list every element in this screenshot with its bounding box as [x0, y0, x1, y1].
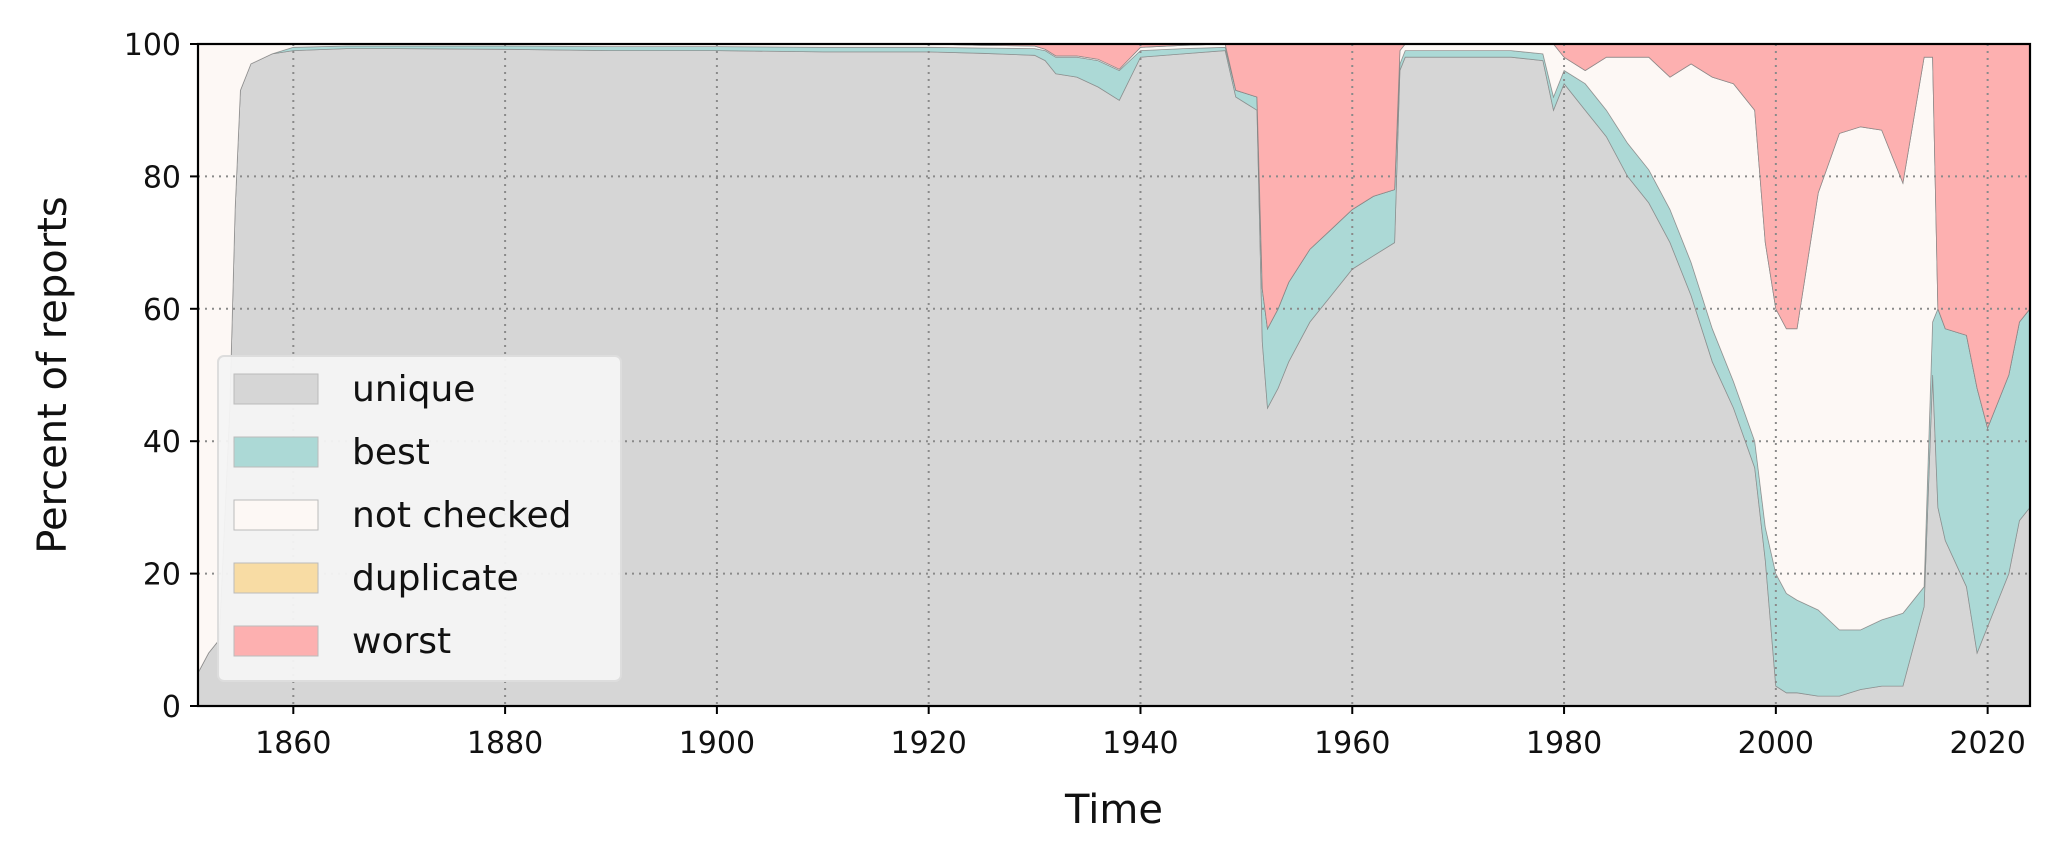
x-tick-label: 1980: [1526, 726, 1602, 761]
legend-swatch-duplicate: [233, 562, 319, 594]
legend-box: [217, 355, 622, 682]
legend-swatch-not-checked: [233, 499, 319, 531]
y-tick-label: 60: [143, 293, 181, 328]
plot-frame: [196, 42, 2032, 708]
x-tick-label: 1920: [891, 726, 967, 761]
x-tick-label: 1880: [467, 726, 543, 761]
y-axis-ticks: 0 20 40 60 80 100: [124, 28, 198, 725]
legend-swatch-best: [233, 436, 319, 468]
legend-swatch-unique: [233, 373, 319, 405]
x-axis-title: Time: [1064, 787, 1163, 833]
x-tick-label: 1900: [679, 726, 755, 761]
x-tick-label: 2000: [1738, 726, 1814, 761]
legend-label-duplicate: duplicate: [352, 558, 519, 599]
x-tick-label: 1860: [255, 726, 331, 761]
legend-label-unique: unique: [352, 369, 475, 410]
legend-label-best: best: [352, 432, 430, 473]
x-axis-ticks: 1860 1880 1900 1920 1940 1960 1980 2000 2020: [255, 706, 2026, 761]
legend-swatch-worst: [233, 625, 319, 657]
legend-label-worst: worst: [352, 621, 451, 662]
y-tick-label: 0: [162, 690, 181, 725]
x-tick-label: 1940: [1102, 726, 1178, 761]
legend: unique best not checked duplicate worst: [217, 355, 622, 682]
x-tick-label: 1960: [1314, 726, 1390, 761]
x-tick-label: 2020: [1949, 726, 2025, 761]
y-tick-label: 20: [143, 558, 181, 593]
y-tick-label: 100: [124, 28, 181, 63]
y-tick-label: 80: [143, 160, 181, 195]
legend-label-not-checked: not checked: [352, 495, 572, 536]
y-axis-title: Percent of reports: [30, 196, 76, 554]
y-tick-label: 40: [143, 425, 181, 460]
